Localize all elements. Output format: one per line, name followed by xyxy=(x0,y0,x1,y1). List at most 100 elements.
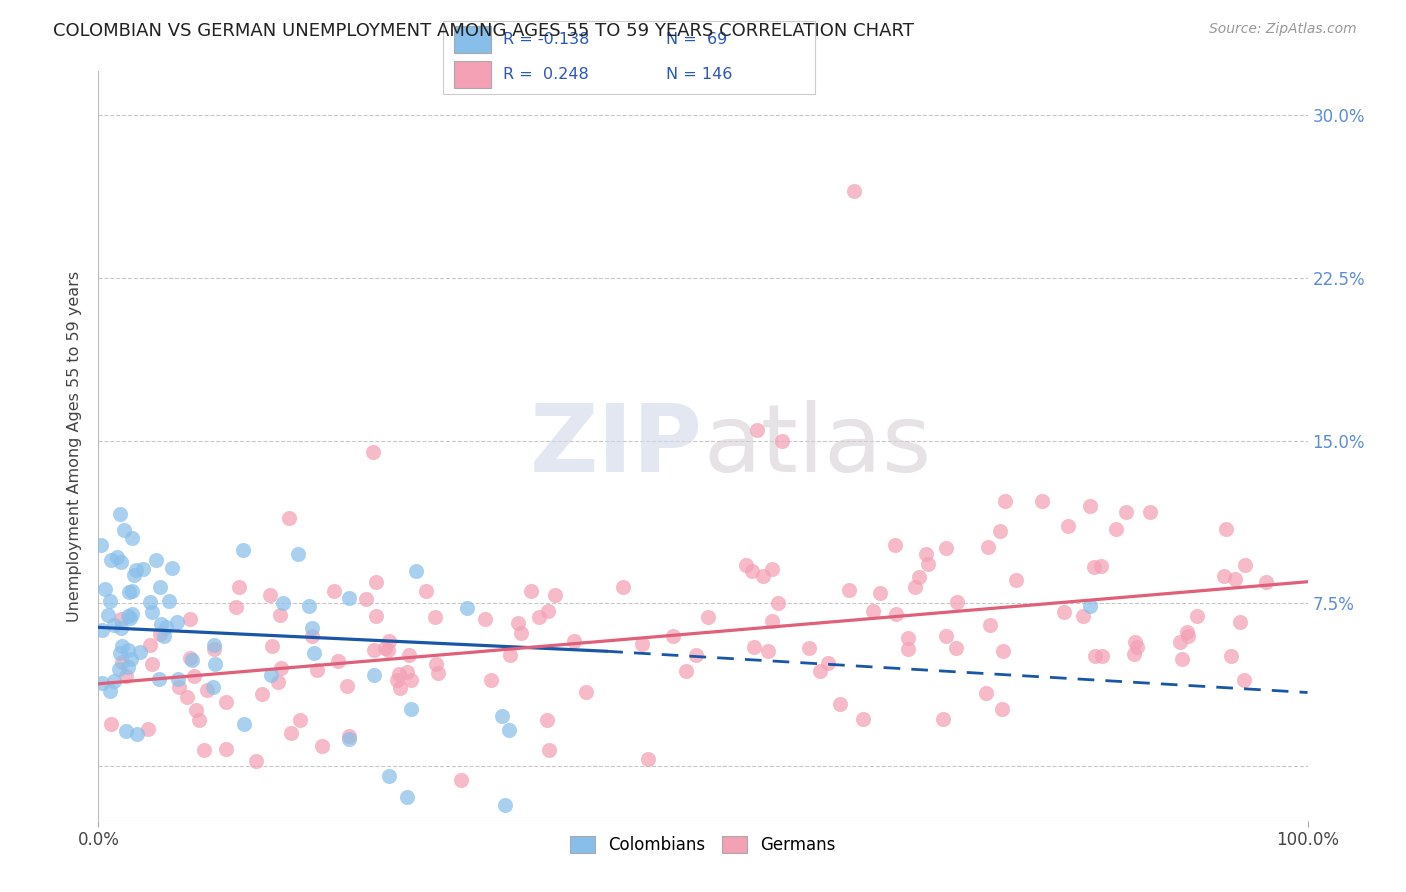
Point xyxy=(946,595,969,609)
Point xyxy=(110,555,132,569)
Point xyxy=(1212,568,1234,582)
Point xyxy=(1125,635,1147,649)
Point xyxy=(91,676,114,690)
Point xyxy=(631,637,654,651)
Point xyxy=(141,657,163,671)
Point xyxy=(398,648,420,663)
Point xyxy=(305,663,328,677)
Point xyxy=(373,640,395,655)
Point xyxy=(121,531,143,545)
Point xyxy=(427,666,450,681)
Point xyxy=(354,591,377,606)
Point xyxy=(869,586,891,600)
Point xyxy=(166,615,188,629)
Point xyxy=(904,580,927,594)
Point xyxy=(160,561,183,575)
Point xyxy=(125,727,148,741)
Point xyxy=(509,626,531,640)
Point xyxy=(1122,647,1144,661)
Point xyxy=(184,703,207,717)
Point xyxy=(761,614,783,628)
Point xyxy=(1078,599,1101,613)
Point xyxy=(204,638,226,652)
Point xyxy=(103,674,125,689)
Point xyxy=(155,620,177,634)
Point xyxy=(98,684,121,698)
Point xyxy=(202,641,225,656)
Point xyxy=(1090,558,1112,573)
Point xyxy=(377,642,399,657)
Point xyxy=(148,672,170,686)
Point xyxy=(149,617,172,632)
Point xyxy=(991,702,1014,716)
Point xyxy=(770,434,793,448)
Point xyxy=(685,648,707,662)
Legend: Colombians, Germans: Colombians, Germans xyxy=(564,830,842,861)
Point xyxy=(1254,575,1277,590)
Point xyxy=(110,621,132,635)
Point xyxy=(537,604,560,618)
Point xyxy=(508,615,530,630)
Point xyxy=(991,644,1014,658)
Point xyxy=(378,633,401,648)
Point xyxy=(245,755,267,769)
Point xyxy=(456,600,478,615)
Point xyxy=(179,612,201,626)
Point xyxy=(120,652,142,666)
Point xyxy=(188,713,211,727)
Point xyxy=(378,769,401,783)
Point xyxy=(121,607,143,621)
Point xyxy=(193,743,215,757)
Point xyxy=(696,609,718,624)
Point xyxy=(838,582,860,597)
Point xyxy=(756,644,779,658)
Point xyxy=(907,570,929,584)
Point xyxy=(201,680,224,694)
Point xyxy=(271,596,294,610)
Point xyxy=(828,697,851,711)
Point xyxy=(117,609,139,624)
Point xyxy=(1053,605,1076,619)
Point xyxy=(935,541,957,555)
Point xyxy=(311,739,333,754)
Point xyxy=(115,724,138,739)
Point xyxy=(280,725,302,739)
Point xyxy=(536,713,558,727)
Bar xyxy=(454,27,491,53)
Point xyxy=(884,538,907,552)
Point xyxy=(176,690,198,704)
Point xyxy=(323,584,346,599)
Text: Source: ZipAtlas.com: Source: ZipAtlas.com xyxy=(1209,22,1357,37)
Point xyxy=(132,562,155,576)
Point xyxy=(110,646,132,660)
Point xyxy=(852,712,875,726)
Point xyxy=(136,722,159,736)
Point xyxy=(915,547,938,561)
Point xyxy=(498,723,520,737)
Point xyxy=(215,695,238,709)
Point xyxy=(1083,559,1105,574)
Point xyxy=(1057,519,1080,533)
Point xyxy=(1170,652,1192,666)
Point xyxy=(932,713,955,727)
Point xyxy=(575,685,598,699)
Point xyxy=(538,743,561,757)
Point xyxy=(363,668,385,682)
Point xyxy=(520,583,543,598)
Point xyxy=(974,686,997,700)
Point xyxy=(149,580,172,594)
Point xyxy=(387,673,409,687)
Point xyxy=(301,629,323,643)
Text: N =  69: N = 69 xyxy=(666,32,728,47)
Point xyxy=(766,596,789,610)
Point xyxy=(844,184,866,198)
Point xyxy=(450,773,472,788)
Point xyxy=(110,655,132,669)
Point xyxy=(337,731,360,746)
Point xyxy=(139,595,162,609)
Point xyxy=(1229,615,1251,629)
Point xyxy=(118,611,141,625)
Point xyxy=(336,679,359,693)
Point xyxy=(884,607,907,622)
Point xyxy=(157,594,180,608)
